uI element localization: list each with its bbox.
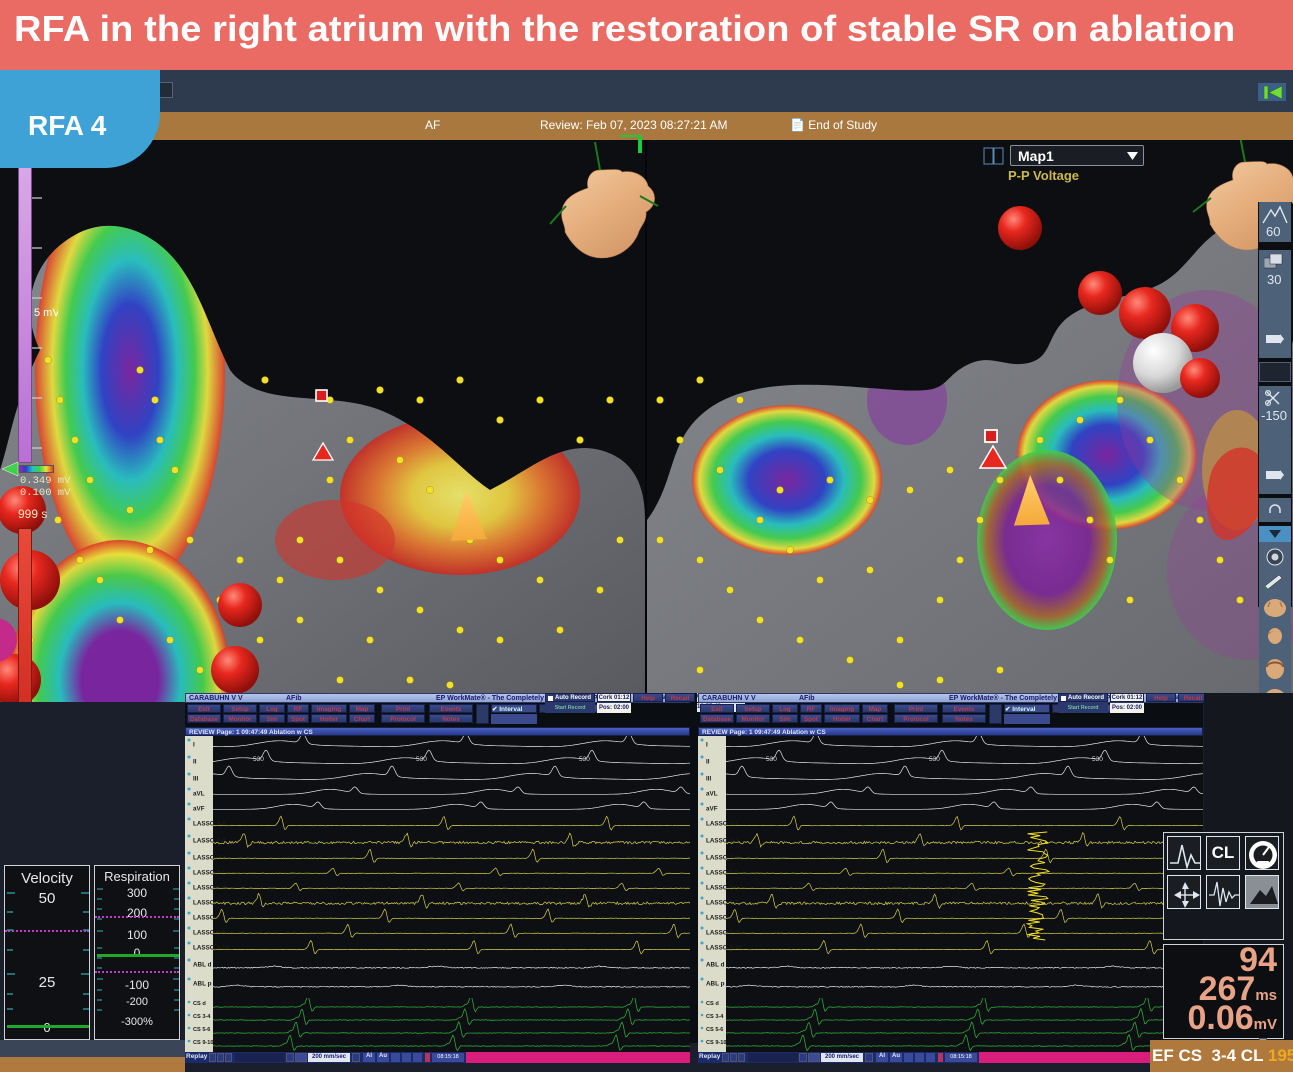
svg-text:LASSO 2-3: LASSO 2-3 bbox=[706, 838, 739, 845]
svg-text:ABL d: ABL d bbox=[706, 962, 725, 969]
svg-text:5 mV: 5 mV bbox=[34, 307, 58, 319]
svg-text:LASSO 7-8: LASSO 7-8 bbox=[193, 915, 226, 922]
svg-text:III: III bbox=[193, 776, 198, 783]
svg-text:CS 5-6: CS 5-6 bbox=[706, 1027, 723, 1033]
svg-text:CS 3-4: CS 3-4 bbox=[193, 1014, 211, 1020]
svg-text:I: I bbox=[193, 742, 195, 749]
svg-text:LASSO 6-7: LASSO 6-7 bbox=[706, 900, 739, 907]
svg-text:CS d: CS d bbox=[706, 1001, 719, 1007]
svg-text:aVL: aVL bbox=[706, 791, 718, 798]
svg-text:530: 530 bbox=[929, 756, 940, 763]
svg-text:LASSO 1-2: LASSO 1-2 bbox=[193, 821, 226, 828]
svg-text:LASSO 4-5: LASSO 4-5 bbox=[706, 870, 739, 877]
svg-text:CS d: CS d bbox=[193, 1001, 206, 1007]
svg-text:II: II bbox=[193, 759, 197, 766]
svg-text:III: III bbox=[706, 776, 711, 783]
svg-text:CS 3-4: CS 3-4 bbox=[706, 1014, 724, 1020]
svg-text:LASSO 3-4: LASSO 3-4 bbox=[193, 855, 226, 862]
svg-text:II: II bbox=[706, 759, 710, 766]
svg-text:LASSO 7-8: LASSO 7-8 bbox=[706, 915, 739, 922]
svg-text:LASSO 8-9: LASSO 8-9 bbox=[706, 930, 739, 937]
svg-text:ABL p: ABL p bbox=[193, 981, 212, 988]
svg-text:530: 530 bbox=[416, 756, 427, 763]
svg-text:ABL p: ABL p bbox=[706, 981, 725, 988]
svg-text:ABL d: ABL d bbox=[193, 962, 212, 969]
svg-text:530: 530 bbox=[766, 756, 777, 763]
svg-text:LASSO 4-5: LASSO 4-5 bbox=[193, 870, 226, 877]
svg-text:CS 5-6: CS 5-6 bbox=[193, 1027, 210, 1033]
svg-text:530: 530 bbox=[1092, 756, 1103, 763]
svg-text:I: I bbox=[706, 742, 708, 749]
svg-text:CS 9-10: CS 9-10 bbox=[193, 1040, 214, 1046]
svg-text:LASSO 9-10: LASSO 9-10 bbox=[706, 945, 743, 952]
svg-text:LASSO 9-10: LASSO 9-10 bbox=[193, 945, 230, 952]
svg-text:aVL: aVL bbox=[193, 791, 205, 798]
svg-text:CS 9-10: CS 9-10 bbox=[706, 1040, 727, 1046]
svg-text:530: 530 bbox=[253, 756, 264, 763]
svg-text:530: 530 bbox=[579, 756, 590, 763]
svg-text:aVF: aVF bbox=[706, 806, 718, 813]
svg-text:LASSO 1-2: LASSO 1-2 bbox=[706, 821, 739, 828]
svg-text:aVF: aVF bbox=[193, 806, 205, 813]
